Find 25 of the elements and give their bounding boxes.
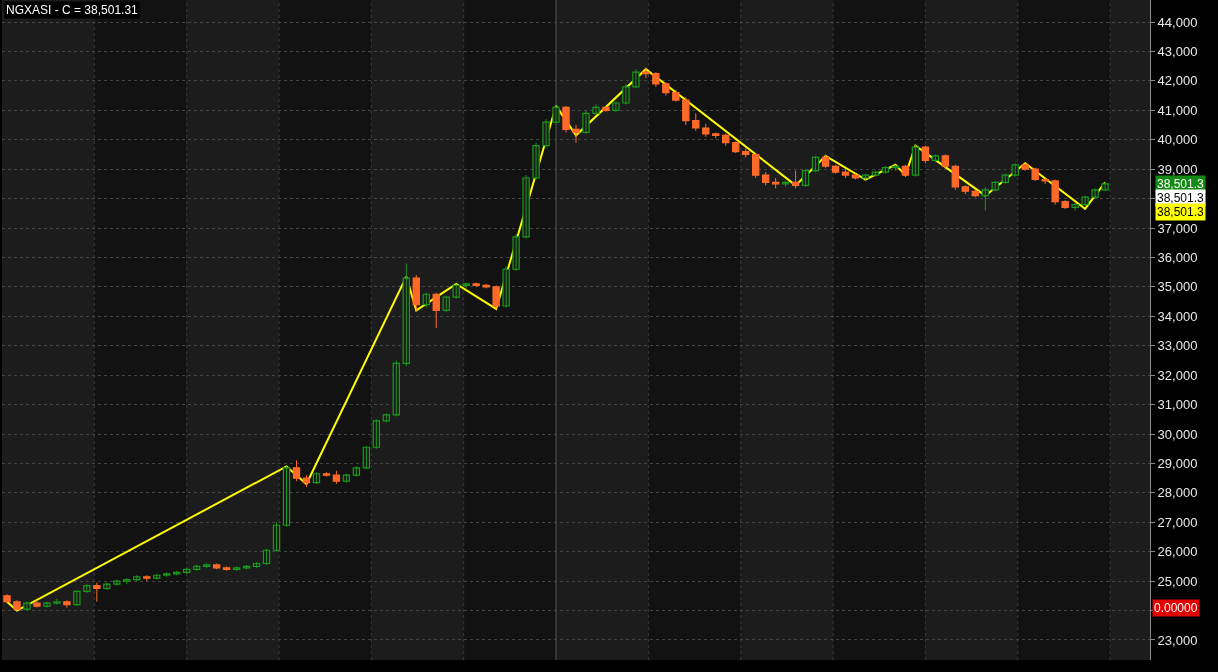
- y-tick-label: 33,000: [1157, 338, 1198, 354]
- y-tick-label: 34,000: [1157, 308, 1198, 324]
- chart-title: NGXASI - C = 38,501.31: [6, 3, 139, 17]
- text: 38,501.3: [1157, 191, 1205, 205]
- text: 38,501.3: [1157, 205, 1205, 219]
- y-tick-label: 37,000: [1157, 220, 1198, 236]
- y-tick-label: 41,000: [1157, 102, 1198, 118]
- y-tick-label: 26,000: [1157, 544, 1198, 560]
- y-tick-label: 29,000: [1157, 455, 1198, 471]
- y-tick-label: 23,000: [1157, 632, 1198, 648]
- y-tick-label: 39,000: [1157, 161, 1198, 177]
- text: 0.00000: [1154, 601, 1198, 615]
- y-tick-label: 35,000: [1157, 279, 1198, 295]
- y-tick-label: 43,000: [1157, 44, 1198, 60]
- y-tick-label: 32,000: [1157, 367, 1198, 383]
- y-tick-label: 44,000: [1157, 14, 1198, 30]
- y-tick-label: 27,000: [1157, 514, 1198, 530]
- y-tick-label: 28,000: [1157, 485, 1198, 501]
- y-tick-label: 25,000: [1157, 573, 1198, 589]
- y-tick-label: 30,000: [1157, 426, 1198, 442]
- y-tick-label: 36,000: [1157, 250, 1198, 266]
- y-tick-label: 42,000: [1157, 73, 1198, 89]
- y-tick-label: 31,000: [1157, 397, 1198, 413]
- y-tick-label: 40,000: [1157, 132, 1198, 148]
- text: 38,501.3: [1157, 177, 1205, 191]
